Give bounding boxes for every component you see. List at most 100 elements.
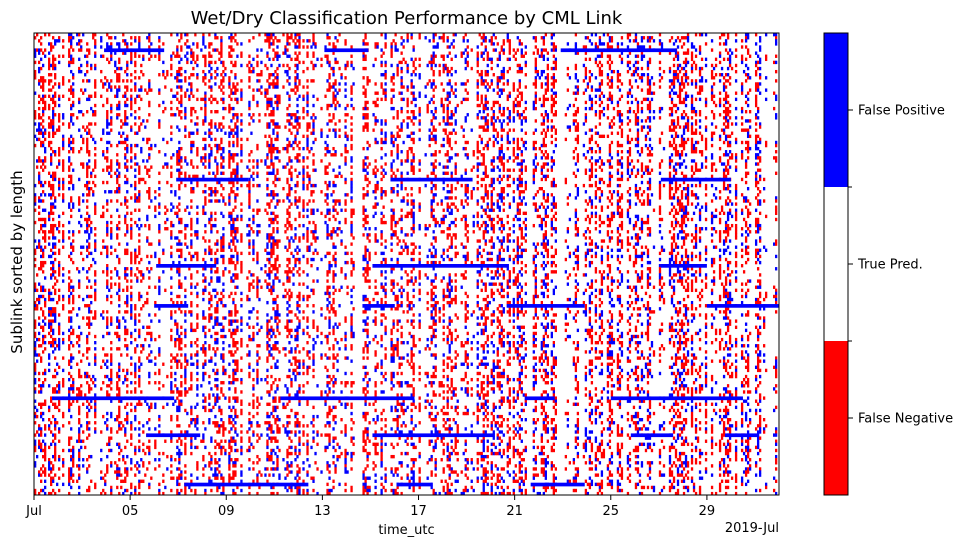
heatmap-cell xyxy=(176,162,179,166)
heatmap-cell xyxy=(574,73,578,77)
heatmap-cell xyxy=(608,36,612,40)
heatmap-cell xyxy=(410,193,413,197)
heatmap-cell xyxy=(728,190,732,194)
heatmap-cell xyxy=(54,199,57,203)
heatmap-cell xyxy=(756,202,760,206)
heatmap-cell xyxy=(476,85,479,89)
heatmap-cell xyxy=(290,36,293,40)
heatmap-cell xyxy=(690,106,694,111)
heatmap-cell xyxy=(402,196,405,200)
heatmap-cell xyxy=(124,165,127,169)
heatmap-cell xyxy=(498,146,501,151)
heatmap-cell xyxy=(482,116,485,120)
heatmap-cell xyxy=(584,156,588,160)
heatmap-cell xyxy=(462,134,465,139)
heatmap-cell xyxy=(670,143,674,148)
heatmap-cell xyxy=(690,100,694,105)
heatmap-cell xyxy=(672,140,676,145)
heatmap-cell xyxy=(234,153,237,157)
heatmap-cell xyxy=(228,150,231,154)
heatmap-cell xyxy=(362,168,365,172)
heatmap-cell xyxy=(542,48,545,52)
heatmap-cell xyxy=(384,36,387,40)
heatmap-cell xyxy=(542,69,545,74)
heatmap-cell xyxy=(516,205,519,209)
heatmap-cell xyxy=(514,57,517,62)
heatmap-cell xyxy=(92,36,95,40)
heatmap-cell xyxy=(138,39,141,43)
heatmap-cell xyxy=(434,165,437,169)
heatmap-cell xyxy=(518,66,521,71)
heatmap-cell xyxy=(136,94,139,98)
heatmap-cell xyxy=(108,36,111,40)
heatmap-cell xyxy=(116,76,119,80)
heatmap-cell xyxy=(524,45,527,49)
heatmap-cell xyxy=(512,168,515,172)
heatmap-cell xyxy=(418,76,421,80)
heatmap-cell xyxy=(500,196,503,200)
heatmap-cell xyxy=(670,113,674,117)
heatmap-cell xyxy=(690,165,694,169)
heatmap-cell xyxy=(496,202,499,206)
heatmap-cell xyxy=(288,187,291,191)
heatmap-cell xyxy=(438,150,441,154)
heatmap-cell xyxy=(350,128,353,132)
heatmap-cell xyxy=(540,69,543,74)
heatmap-cell xyxy=(240,174,243,179)
heatmap-cell xyxy=(42,140,45,145)
heatmap-cell xyxy=(228,76,231,80)
heatmap-cell xyxy=(392,134,395,139)
heatmap-cell xyxy=(222,146,225,151)
heatmap-cell xyxy=(430,119,433,123)
heatmap-cell xyxy=(286,137,289,142)
heatmap-cell xyxy=(584,57,588,62)
heatmap-cell xyxy=(638,153,642,157)
heatmap-cell xyxy=(484,174,487,179)
heatmap-cell xyxy=(332,208,335,212)
heatmap-cell xyxy=(552,85,555,89)
heatmap-cell xyxy=(546,88,549,92)
heatmap-cell xyxy=(648,91,652,95)
heatmap-cell xyxy=(394,137,397,142)
heatmap-cell xyxy=(320,106,323,111)
heatmap-cell xyxy=(172,113,175,117)
heatmap-cell xyxy=(434,128,437,132)
heatmap-cell xyxy=(550,165,553,169)
heatmap-cell xyxy=(222,187,225,191)
heatmap-cell xyxy=(588,177,592,182)
heatmap-cell xyxy=(124,180,127,185)
heatmap-cell xyxy=(384,137,387,142)
heatmap-cell xyxy=(364,156,367,160)
heatmap-cell xyxy=(676,106,680,111)
heatmap-cell xyxy=(690,110,694,114)
heatmap-cell xyxy=(240,91,243,95)
heatmap-cell xyxy=(384,42,387,46)
heatmap-cell xyxy=(344,143,347,148)
heatmap-cell xyxy=(38,122,41,126)
heatmap-cell xyxy=(694,113,698,117)
heatmap-cell xyxy=(450,208,453,212)
heatmap-cell xyxy=(384,193,387,197)
heatmap-cell xyxy=(362,165,365,169)
heatmap-cell xyxy=(344,119,347,123)
heatmap-cell xyxy=(484,69,487,74)
heatmap-cell xyxy=(306,140,309,145)
heatmap-cell xyxy=(114,63,117,68)
heatmap-cell xyxy=(608,122,612,126)
heatmap-cell xyxy=(450,73,453,77)
heatmap-cell xyxy=(204,63,207,68)
heatmap-cell xyxy=(374,165,377,169)
heatmap-cell xyxy=(266,36,269,40)
heatmap-cell xyxy=(220,82,223,86)
heatmap-cell xyxy=(542,57,545,62)
heatmap-cell xyxy=(310,60,313,65)
heatmap-cell xyxy=(610,202,614,206)
heatmap-cell xyxy=(756,153,760,157)
heatmap-cell xyxy=(232,168,235,172)
heatmap-cell xyxy=(518,79,521,83)
heatmap-cell xyxy=(546,66,549,71)
heatmap-cell xyxy=(476,103,479,108)
heatmap-cell xyxy=(344,131,347,135)
heatmap-cell xyxy=(70,140,73,145)
heatmap-cell xyxy=(668,128,672,132)
